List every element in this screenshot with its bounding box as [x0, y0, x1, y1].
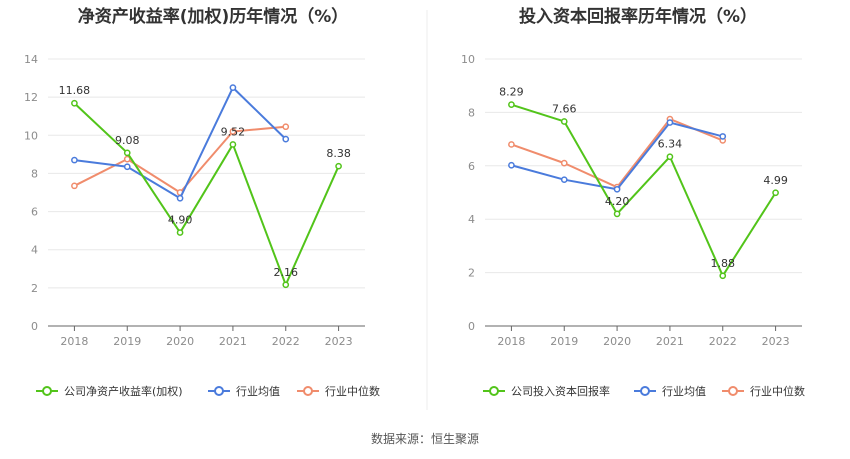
- roe-y-tick-label: 0: [31, 320, 38, 333]
- roic-data-point: [719, 272, 727, 280]
- roic-data-label: 7.66: [552, 102, 577, 115]
- roe-chart: 净资产收益率(加权)历年情况（%） 0 2 4 6 8 10 12 14 2018 2019 202…: [24, 6, 380, 398]
- roic-chart: 投入资本回报率历年情况（%） 0 2 4 6 8 10 2018 2019 2020 2021 20…: [461, 6, 805, 398]
- roic-series-line-2: [511, 118, 724, 189]
- roic-y-tick-label: 10: [461, 53, 475, 66]
- roe-y-tick-label: 2: [31, 282, 38, 295]
- roic-data-point: [560, 176, 568, 184]
- roic-y-tick-label: 2: [468, 267, 475, 280]
- roic-y-tick-label: 6: [468, 160, 475, 173]
- roe-data-point: [176, 194, 184, 202]
- roe-y-tick-label: 8: [31, 167, 38, 180]
- roic-x-tick-label: 2020: [603, 335, 631, 348]
- roe-data-label: 9.52: [221, 125, 246, 138]
- roic-data-label: 4.20: [605, 195, 630, 208]
- roic-series-line-0: [511, 103, 777, 277]
- roe-data-point: [71, 182, 78, 190]
- roe-legend-marker: [42, 386, 52, 396]
- roic-y-tick-label: 8: [468, 106, 475, 119]
- roe-legend-label: 公司净资产收益率(加权): [64, 384, 183, 398]
- roic-data-point: [613, 185, 621, 193]
- roe-data-point: [282, 123, 290, 131]
- roe-data-point: [229, 128, 237, 135]
- data-source-note: 数据来源：恒生聚源: [371, 431, 479, 446]
- roic-data-point: [666, 119, 674, 126]
- roic-legend-item-1[interactable]: 行业均值: [634, 385, 706, 398]
- roe-y-tick-label: 4: [31, 244, 38, 257]
- roe-x-tick-label: 2019: [113, 335, 141, 348]
- roe-legend-marker: [303, 386, 313, 396]
- roic-legend-item-2[interactable]: 行业中位数: [722, 384, 805, 398]
- roe-x-tick-label: 2020: [166, 335, 194, 348]
- roic-x-tick-label: 2019: [550, 335, 578, 348]
- roic-data-label: 1.88: [711, 257, 736, 270]
- roe-chart-title: 净资产收益率(加权)历年情况（%）: [78, 6, 349, 27]
- roic-data-point: [560, 159, 568, 167]
- roic-data-label: 8.29: [499, 86, 524, 99]
- roe-data-label: 4.90: [168, 214, 193, 227]
- roic-data-label: 6.34: [658, 138, 683, 151]
- roe-data-label: 9.08: [115, 134, 140, 147]
- roic-data-point: [613, 210, 621, 218]
- roe-data-point: [229, 84, 237, 91]
- roic-data-point: [508, 101, 515, 109]
- roic-legend-label: 行业中位数: [750, 384, 805, 398]
- roe-y-tick-label: 6: [31, 206, 38, 219]
- roic-legend-label: 行业均值: [662, 385, 706, 398]
- roic-legend-marker: [728, 386, 738, 396]
- roe-y-tick-label: 12: [24, 91, 38, 104]
- roe-data-point: [176, 229, 184, 236]
- roe-series-line-1: [74, 86, 287, 200]
- roe-data-label: 11.68: [59, 84, 91, 97]
- roic-legend-label: 公司投入资本回报率: [511, 384, 610, 398]
- roic-data-point: [719, 133, 727, 140]
- roic-data-point: [508, 141, 515, 148]
- roic-y-tick-label: 4: [468, 213, 475, 226]
- roe-x-tick-label: 2023: [325, 335, 353, 348]
- roe-data-point: [229, 141, 237, 148]
- roe-x-tick-label: 2022: [272, 335, 300, 348]
- roic-x-tick-label: 2018: [497, 335, 525, 348]
- roic-legend-marker: [489, 386, 499, 396]
- roe-legend-item-0[interactable]: 公司净资产收益率(加权): [36, 384, 183, 398]
- roe-series-line-0: [73, 102, 340, 286]
- roic-data-label: 4.99: [763, 174, 788, 187]
- roe-data-label: 8.38: [326, 147, 351, 160]
- roe-y-tick-label: 10: [24, 129, 38, 142]
- roe-data-point: [71, 156, 78, 164]
- roic-data-point: [666, 153, 674, 161]
- roic-y-tick-label: 0: [468, 320, 475, 333]
- roe-data-point: [123, 149, 131, 157]
- roic-data-point: [772, 189, 779, 197]
- roe-data-label: 2.16: [274, 266, 299, 279]
- roic-legend-marker: [640, 386, 650, 396]
- roe-series-line-2: [73, 125, 286, 194]
- roe-legend-item-2[interactable]: 行业中位数: [297, 384, 380, 398]
- roic-legend-item-0[interactable]: 公司投入资本回报率: [483, 384, 610, 398]
- roe-legend-label: 行业中位数: [325, 384, 380, 398]
- roic-x-tick-label: 2023: [762, 335, 790, 348]
- roe-legend-item-1[interactable]: 行业均值: [208, 385, 280, 398]
- roe-x-tick-label: 2018: [60, 335, 88, 348]
- roic-x-tick-label: 2021: [656, 335, 684, 348]
- roe-data-point: [335, 162, 342, 170]
- roe-data-point: [282, 281, 290, 289]
- roe-data-point: [71, 99, 78, 107]
- roe-legend-label: 行业均值: [236, 385, 280, 398]
- roe-legend-marker: [214, 386, 224, 396]
- roe-data-point: [123, 155, 131, 163]
- roic-data-point: [508, 161, 515, 169]
- roic-data-point: [560, 118, 568, 125]
- roe-y-tick-label: 14: [24, 53, 38, 66]
- roic-x-tick-label: 2022: [709, 335, 737, 348]
- roic-chart-title: 投入资本回报率历年情况（%）: [519, 6, 757, 27]
- roe-x-tick-label: 2021: [219, 335, 247, 348]
- roe-data-point: [123, 163, 131, 171]
- roe-data-point: [282, 135, 290, 143]
